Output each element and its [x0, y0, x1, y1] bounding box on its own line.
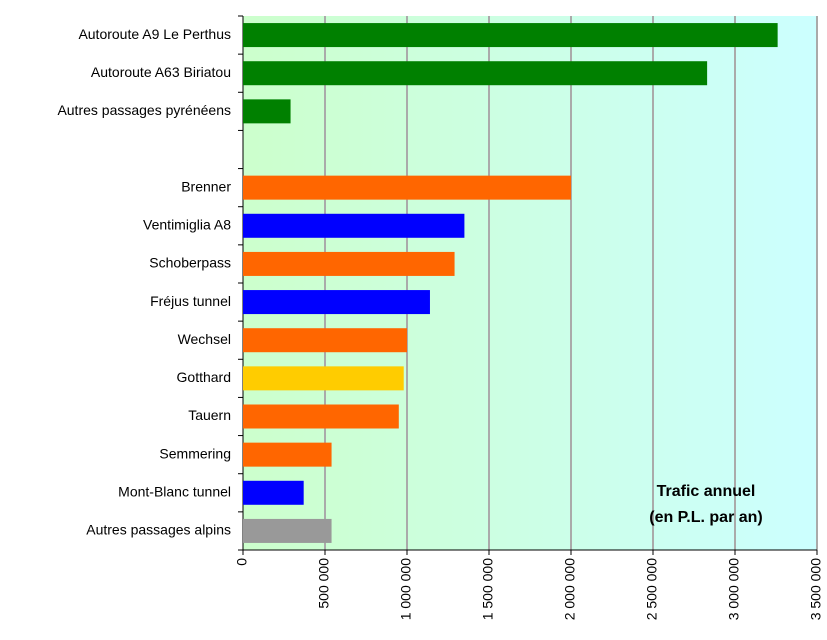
bar — [243, 480, 304, 505]
bar — [243, 99, 291, 124]
x-tick-label: 2 000 000 — [562, 558, 578, 620]
bar — [243, 23, 778, 48]
x-tick-label: 2 500 000 — [644, 558, 660, 620]
y-tick-label: Brenner — [181, 178, 231, 194]
y-tick-label: Mont-Blanc tunnel — [118, 483, 231, 499]
x-tick-label: 0 — [234, 558, 250, 566]
bar — [243, 404, 399, 429]
y-tick-label: Autres passages pyrénéens — [57, 102, 231, 118]
y-tick-label: Autres passages alpins — [86, 522, 231, 538]
y-tick-label: Gotthard — [177, 369, 231, 385]
y-tick-label: Wechsel — [178, 331, 231, 347]
bar — [243, 442, 332, 467]
x-tick-label: 1 000 000 — [398, 558, 414, 620]
bar — [243, 518, 332, 543]
bar — [243, 290, 430, 315]
bar — [243, 61, 708, 86]
bar — [243, 175, 571, 200]
x-tick-label: 500 000 — [316, 558, 332, 609]
y-tick-label: Autoroute A9 Le Perthus — [78, 26, 231, 42]
annotation: Trafic annuel — [657, 483, 756, 500]
y-tick-label: Tauern — [188, 407, 231, 423]
plot-area — [243, 16, 817, 550]
y-tick-label: Ventimiglia A8 — [143, 216, 231, 232]
y-tick-label: Schoberpass — [149, 255, 231, 271]
x-tick-label: 3 000 000 — [726, 558, 742, 620]
bar — [243, 328, 407, 353]
bar — [243, 213, 465, 238]
x-tick-label: 1 500 000 — [480, 558, 496, 620]
bar — [243, 366, 404, 391]
bar — [243, 251, 455, 276]
y-tick-label: Autoroute A63 Biriatou — [91, 64, 231, 80]
y-tick-label: Semmering — [159, 445, 231, 461]
x-tick-label: 3 500 000 — [808, 558, 824, 620]
y-tick-label: Fréjus tunnel — [150, 293, 231, 309]
annotation: (en P.L. par an) — [649, 509, 763, 526]
